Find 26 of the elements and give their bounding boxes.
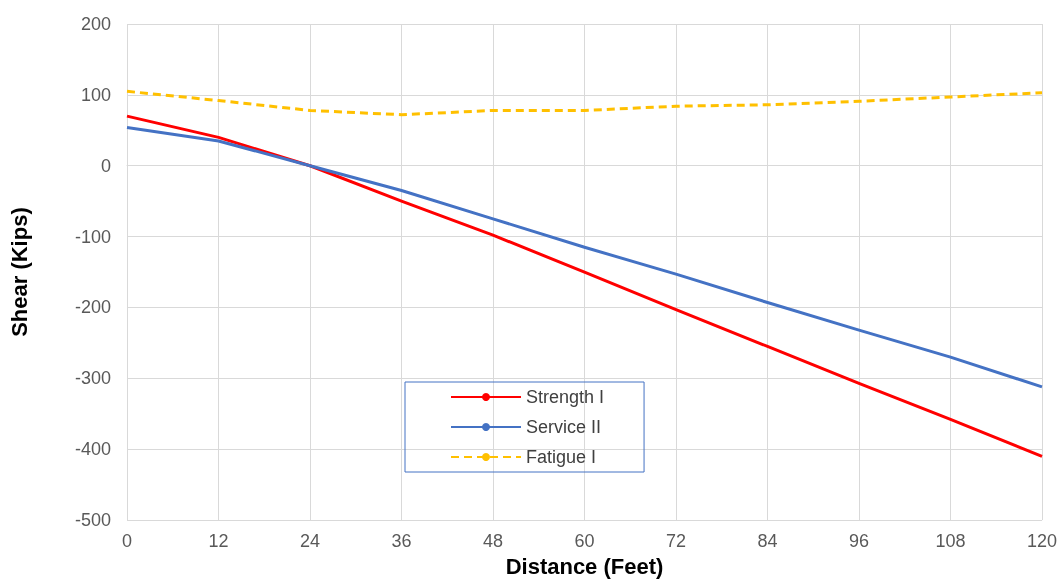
y-tick-label: 200 bbox=[80, 14, 111, 34]
x-tick-label: 36 bbox=[391, 531, 412, 552]
x-tick-label: 96 bbox=[848, 531, 870, 552]
legend-label: Service II bbox=[526, 417, 602, 437]
legend-label: Strength I bbox=[526, 387, 605, 407]
line-series bbox=[125, 89, 1044, 117]
y-tick-label: 0 bbox=[100, 155, 111, 176]
x-tick-label: 0 bbox=[121, 531, 133, 552]
x-tick-label: 120 bbox=[1026, 531, 1058, 552]
x-tick-label: 60 bbox=[574, 531, 595, 552]
x-tick-label: 108 bbox=[935, 531, 966, 552]
y-tick-label: -500 bbox=[74, 510, 111, 531]
line-series bbox=[125, 125, 1044, 389]
y-tick-label: -400 bbox=[74, 439, 111, 460]
y-axis-title: Shear (Kips) bbox=[6, 207, 32, 337]
y-tick-label: -100 bbox=[74, 226, 111, 247]
legend-label: Fatigue I bbox=[526, 447, 597, 467]
x-tick-label: 72 bbox=[665, 531, 687, 552]
x-tick-label: 48 bbox=[482, 531, 504, 552]
x-tick-label: 24 bbox=[299, 531, 321, 552]
y-tick-label: -200 bbox=[74, 297, 111, 318]
y-tick-label: 100 bbox=[80, 84, 111, 105]
y-tick-label: -300 bbox=[74, 368, 111, 389]
x-tick-label: 84 bbox=[757, 531, 778, 552]
x-axis-title: Distance (Feet) bbox=[505, 553, 664, 579]
x-tick-label: 12 bbox=[208, 531, 229, 552]
